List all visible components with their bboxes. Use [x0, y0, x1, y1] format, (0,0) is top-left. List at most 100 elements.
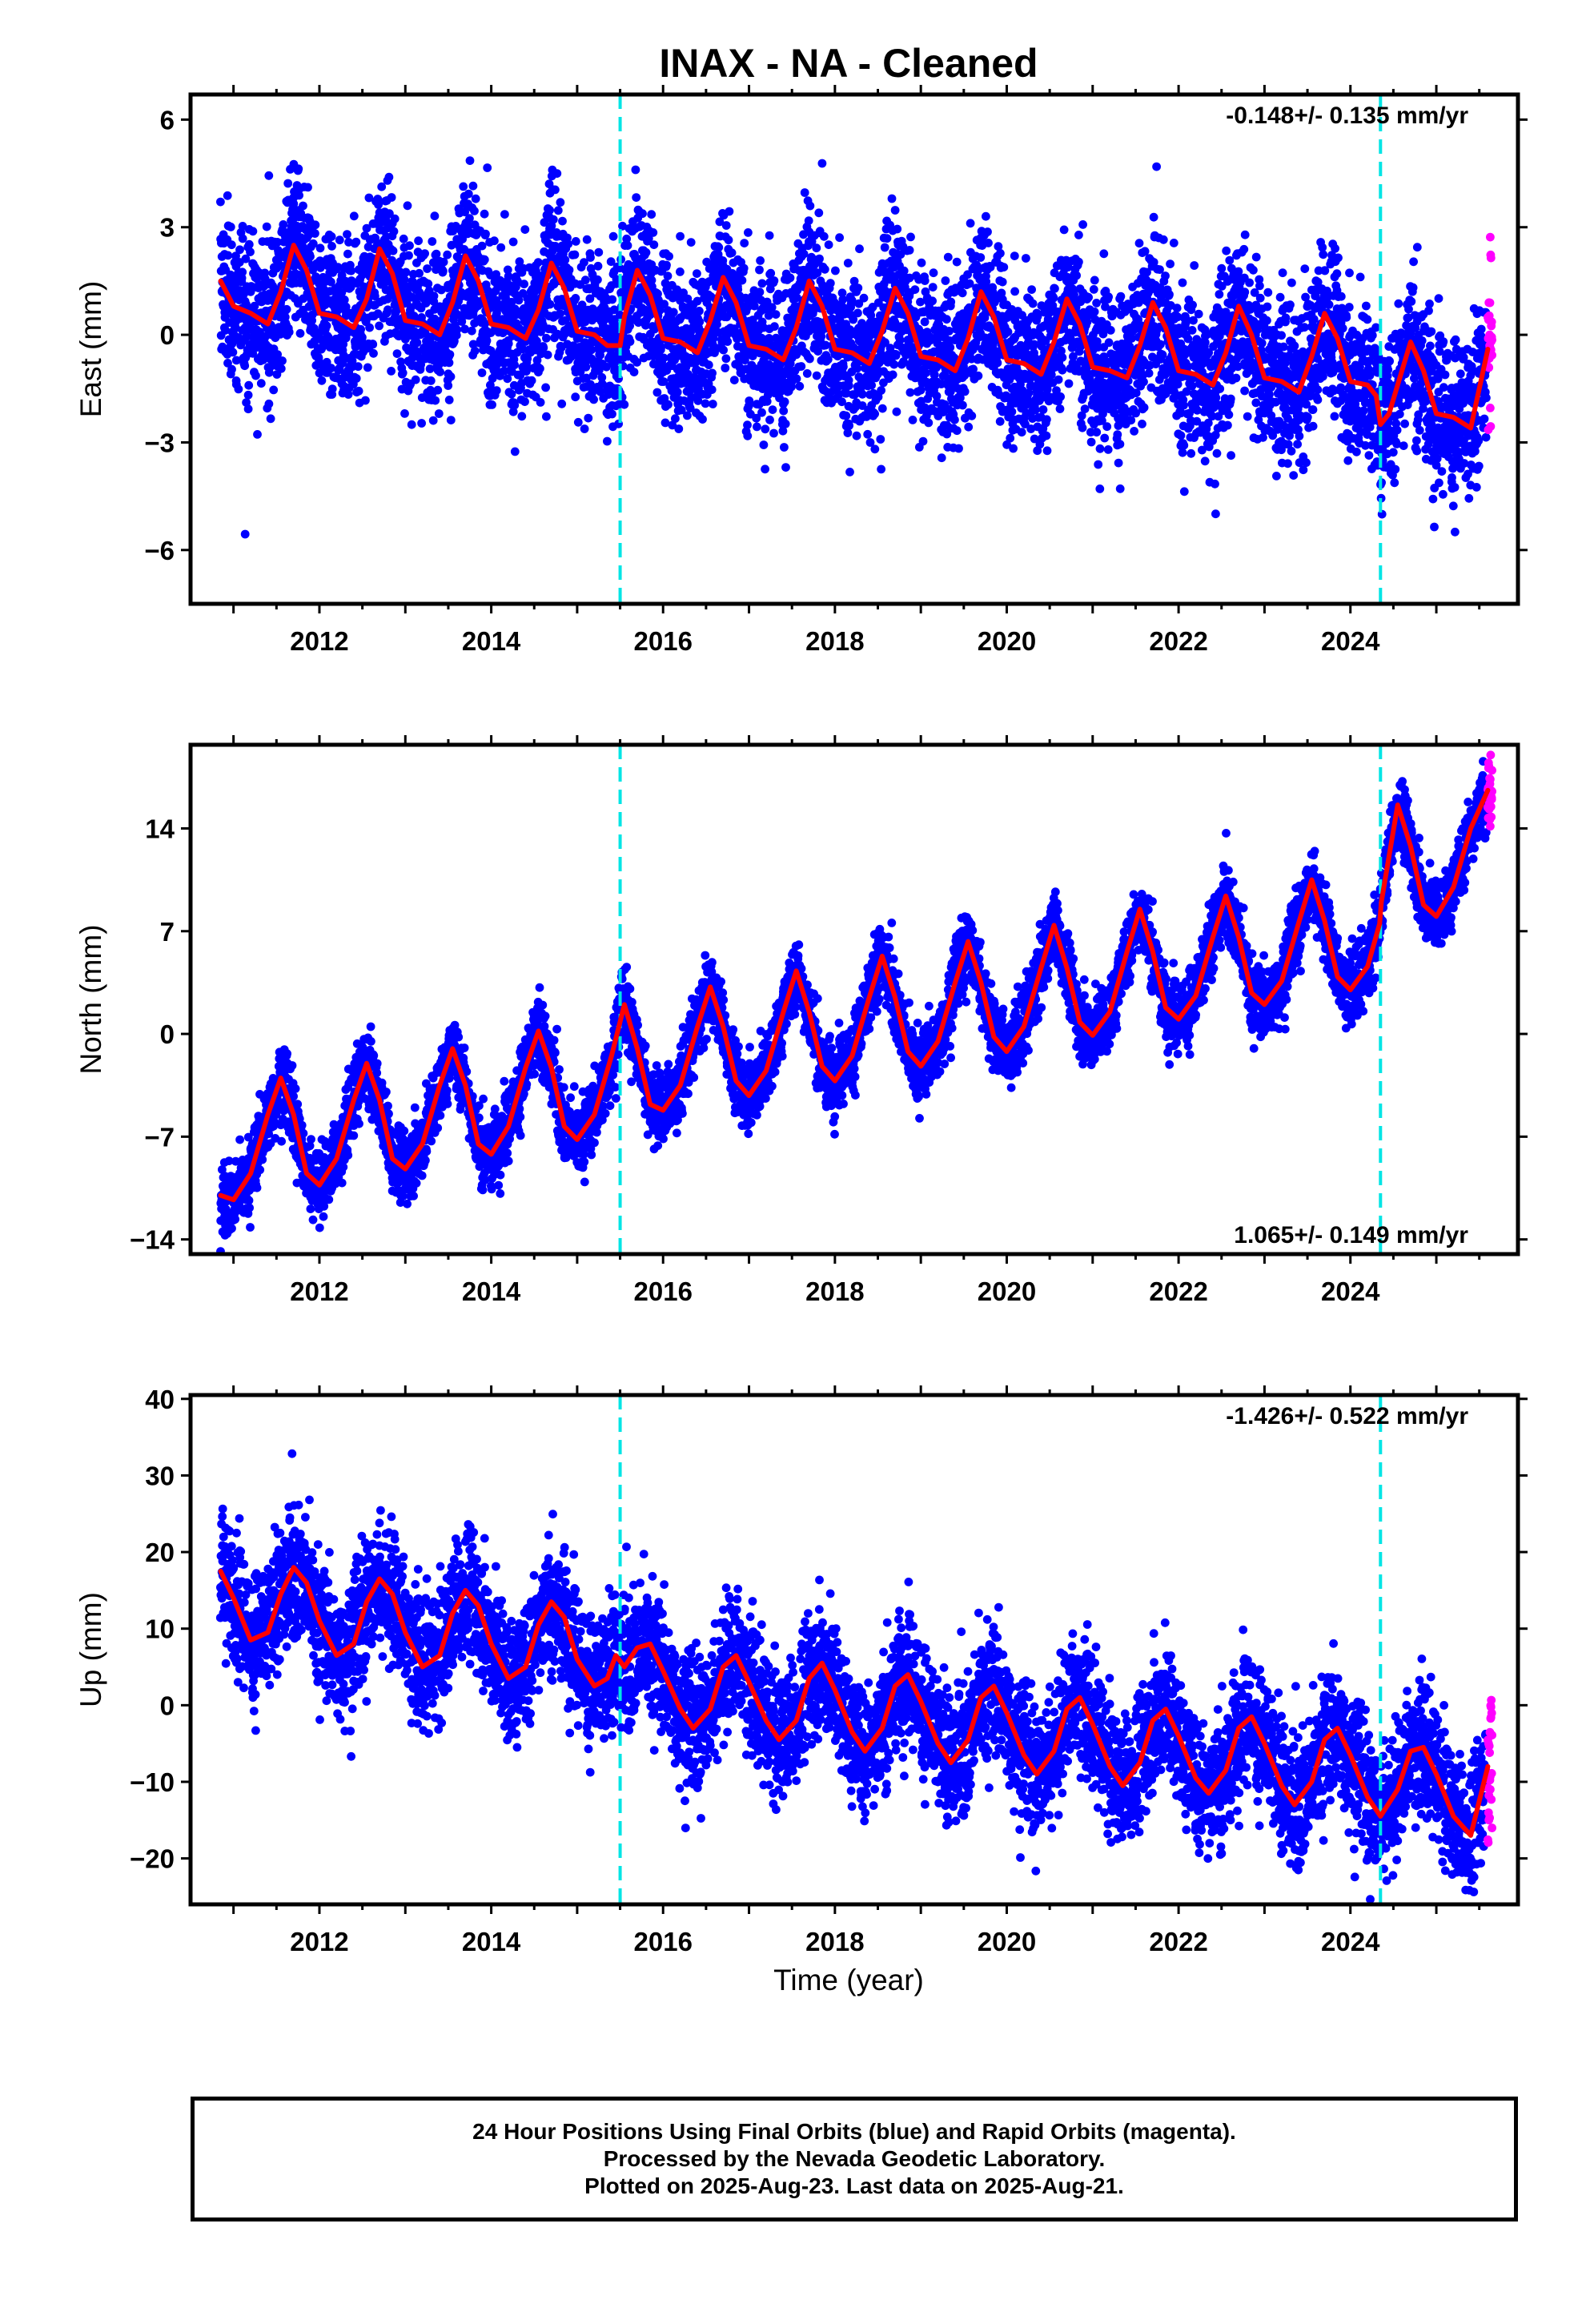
final-orbit-point: [510, 360, 519, 370]
final-orbit-point: [557, 399, 567, 408]
final-orbit-point: [1115, 440, 1125, 448]
final-orbit-point: [905, 388, 915, 397]
final-orbit-point: [536, 398, 545, 407]
final-orbit-point: [1010, 287, 1019, 296]
final-orbit-point: [1178, 448, 1187, 457]
final-orbit-point: [770, 322, 779, 332]
final-orbit-point: [303, 183, 312, 192]
final-orbit-point: [322, 321, 331, 331]
final-orbit-point: [1086, 437, 1096, 447]
final-orbit-point: [1100, 433, 1110, 443]
final-orbit-point: [290, 259, 299, 268]
final-orbit-point: [631, 165, 640, 175]
final-orbit-point: [870, 444, 880, 454]
final-orbit-point: [510, 447, 520, 456]
final-orbit-point: [464, 189, 473, 199]
final-orbit-point: [1074, 231, 1083, 239]
final-orbit-point: [351, 237, 361, 247]
final-orbit-point: [266, 414, 275, 424]
final-orbit-point: [769, 276, 779, 285]
final-orbit-point: [740, 239, 749, 247]
final-orbit-point: [250, 301, 259, 311]
final-orbit-point: [876, 435, 885, 444]
final-orbit-point: [673, 388, 682, 397]
final-orbit-point: [721, 221, 731, 230]
final-orbit-point: [887, 194, 897, 203]
final-orbit-point: [937, 453, 946, 463]
final-orbit-point: [1031, 405, 1040, 415]
final-orbit-point: [452, 325, 462, 335]
final-orbit-point: [420, 249, 429, 258]
final-orbit-point: [480, 255, 489, 264]
final-orbit-point: [223, 359, 232, 368]
final-orbit-point: [479, 345, 488, 355]
final-orbit-point: [1095, 485, 1105, 493]
final-orbit-point: [398, 368, 408, 377]
final-orbit-point: [976, 253, 986, 262]
final-orbit-point: [669, 308, 678, 317]
final-orbit-point: [805, 354, 814, 364]
final-orbit-point: [343, 230, 351, 239]
final-orbit-point: [238, 267, 247, 277]
final-orbit-point: [327, 242, 336, 251]
final-orbit-point: [570, 250, 580, 259]
final-orbit-point: [1084, 292, 1093, 302]
final-orbit-point: [430, 211, 440, 221]
final-orbit-point: [958, 400, 967, 410]
final-orbit-point: [683, 411, 692, 420]
final-orbit-point: [446, 416, 456, 424]
final-orbit-point: [781, 463, 790, 472]
final-orbit-point: [867, 380, 876, 390]
final-orbit-point: [385, 209, 394, 219]
final-orbit-point: [238, 234, 247, 243]
final-orbit-point: [892, 407, 901, 416]
final-orbit-point: [527, 376, 536, 385]
final-orbit-point: [411, 375, 420, 384]
final-orbit-point: [893, 224, 902, 234]
final-orbit-point: [952, 257, 962, 267]
final-orbit-point: [905, 246, 914, 255]
final-orbit-point: [536, 364, 544, 373]
final-orbit-point: [853, 283, 863, 292]
final-orbit-point: [1056, 392, 1065, 401]
final-orbit-point: [1144, 368, 1154, 378]
final-orbit-point: [765, 231, 774, 240]
final-orbit-point: [480, 319, 489, 328]
final-orbit-point: [238, 222, 247, 231]
final-orbit-point: [251, 371, 260, 380]
final-orbit-point: [844, 381, 853, 390]
final-orbit-point: [943, 252, 953, 262]
final-orbit-point: [460, 324, 469, 334]
final-orbit-point: [465, 214, 474, 223]
final-orbit-point: [439, 267, 448, 275]
final-orbit-point: [954, 444, 963, 453]
final-orbit-point: [504, 271, 513, 281]
final-orbit-point: [244, 380, 254, 390]
final-orbit-point: [457, 317, 467, 326]
final-orbit-point: [964, 422, 974, 432]
final-orbit-point: [952, 426, 962, 436]
final-orbit-point: [580, 424, 589, 433]
final-orbit-point: [663, 271, 673, 280]
final-orbit-point: [343, 249, 352, 259]
final-orbit-point: [800, 188, 809, 197]
final-orbit-point: [781, 419, 790, 428]
final-orbit-point: [1054, 375, 1063, 384]
final-orbit-point: [946, 343, 955, 352]
final-orbit-point: [322, 357, 331, 367]
final-orbit-point: [761, 464, 769, 474]
final-orbit-point: [785, 273, 795, 283]
final-orbit-point: [264, 399, 274, 408]
final-orbit-point: [632, 193, 641, 203]
final-orbit-point: [564, 239, 573, 249]
final-orbit-point: [757, 279, 767, 288]
final-orbit-point: [1080, 404, 1090, 413]
final-orbit-point: [1179, 440, 1189, 450]
final-orbit-point: [246, 247, 255, 256]
final-orbit-point: [295, 191, 303, 200]
final-orbit-point: [984, 239, 993, 247]
final-orbit-point: [1173, 380, 1182, 389]
final-orbit-point: [444, 358, 454, 368]
final-orbit-point: [1094, 460, 1103, 469]
